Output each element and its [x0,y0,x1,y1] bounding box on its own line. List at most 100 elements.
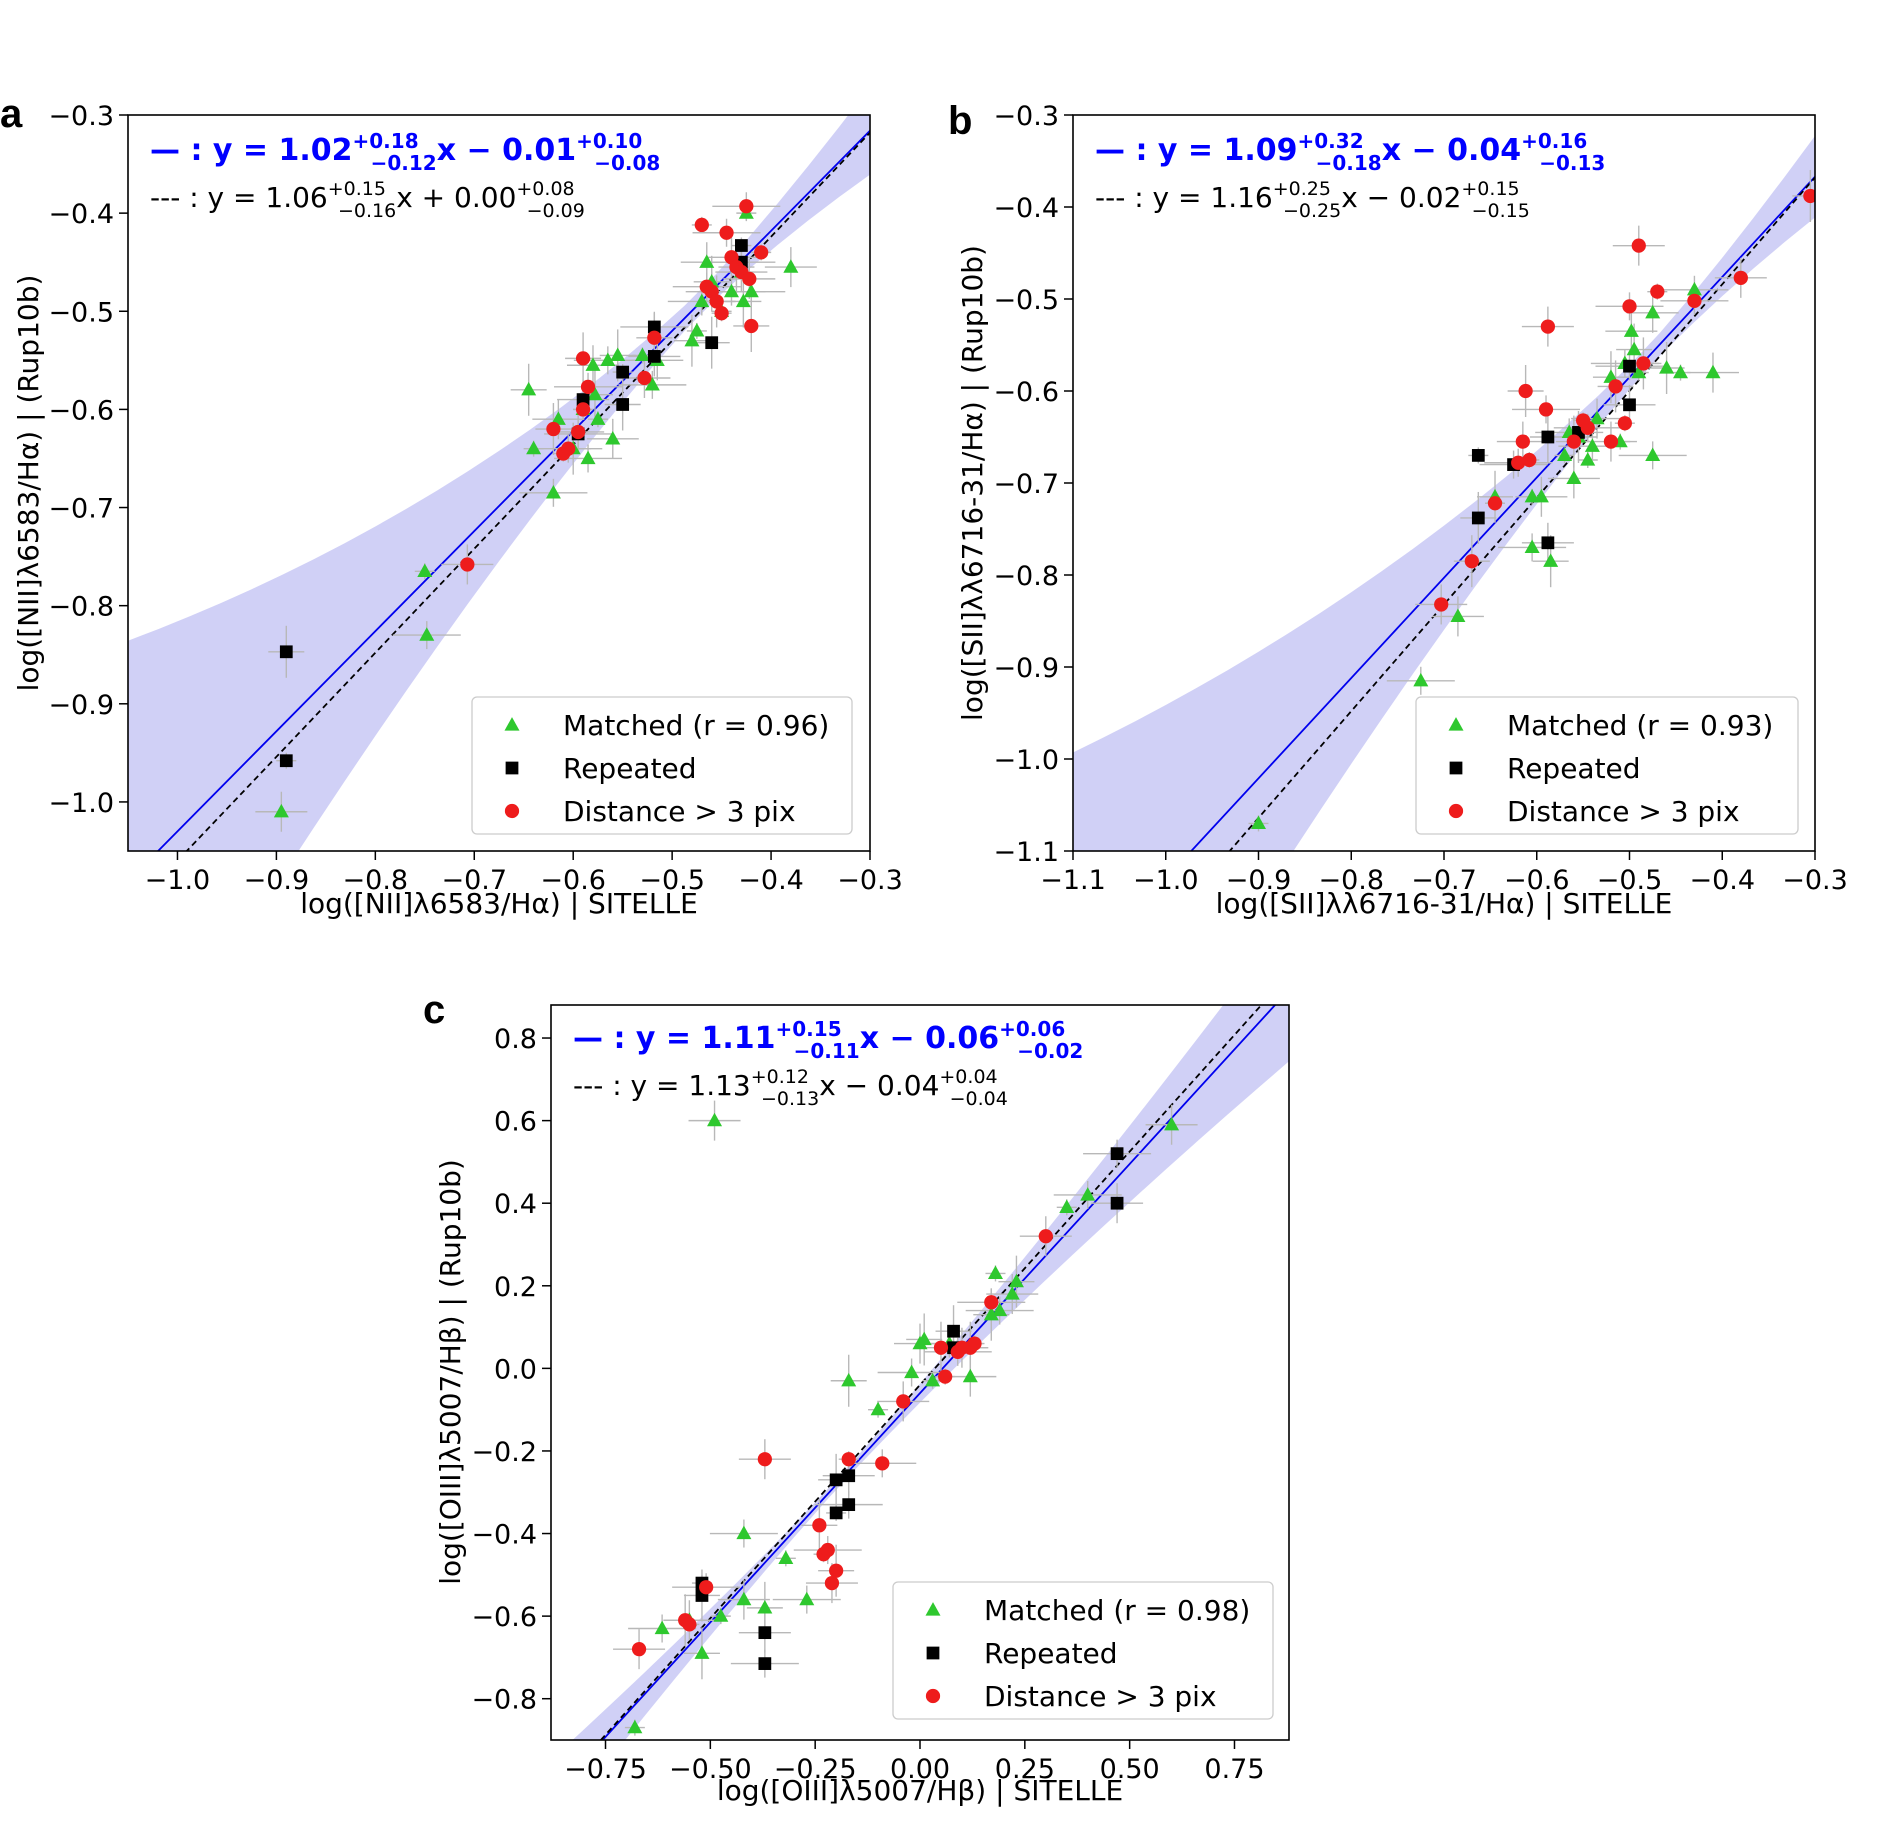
legend-repeated-label: Repeated [563,752,697,785]
distance-point [1603,434,1619,449]
legend-repeated-marker [505,761,519,775]
x-tick-label: −1.0 [145,865,211,896]
x-tick-label: 0.00 [890,1754,950,1785]
distance-point [1515,434,1530,449]
repeated-point [1623,398,1636,412]
repeated-point [279,645,293,659]
legend-matched-marker [504,717,520,731]
distance-point [719,225,734,240]
x-tick-label: −0.5 [639,865,705,896]
matched-point [694,293,710,308]
matched-point [634,347,650,362]
legend-repeated-label: Repeated [984,1637,1118,1670]
legend-distance-label: Distance > 3 pix [563,795,796,828]
distance-point [571,424,586,440]
matched-point [925,1372,941,1387]
panel-letter-a: a [0,92,23,136]
distance-point [637,370,652,386]
x-tick-label: −0.9 [1226,865,1292,896]
matched-point [694,1645,710,1659]
matched-point [916,1331,932,1346]
x-tick-label: 0.25 [995,1754,1055,1785]
y-axis-label: log([SII]λλ6716-31/Hα) | (Rup10b) [956,245,989,721]
matched-point [1543,553,1559,567]
x-tick-label: −0.5 [1597,865,1663,896]
dashed-fit-equation: --- : y = 1.13+0.12 −0.13x − 0.04+0.04 −0.… [573,1066,1008,1110]
x-tick-label: −0.9 [244,865,310,896]
x-tick-label: −0.4 [738,865,804,896]
x-axis-label: log([OIII]λ5007/Hβ) | SITELLE [717,1774,1123,1807]
distance-point [744,318,759,334]
distance-point [824,1575,840,1591]
matched-point [1059,1199,1075,1213]
matched-point [545,484,561,499]
matched-point [605,430,621,445]
distance-point [1580,420,1595,435]
matched-point [1584,438,1600,452]
repeated-point [1541,430,1555,444]
y-tick-label: −0.3 [48,101,114,132]
matched-point [1524,539,1540,554]
distance-point [1518,383,1533,399]
repeated-point [947,1324,960,1338]
y-tick-label: −0.8 [48,592,114,623]
distance-point [1487,496,1503,511]
matched-point [1008,1273,1024,1288]
matched-point [644,376,660,391]
legend-box [1415,696,1799,835]
matched-point [699,254,715,268]
distance-point [561,441,576,456]
distance-point [754,245,769,260]
distance-point [829,1563,844,1578]
matched-point [707,1112,723,1127]
distance-point [1434,597,1449,612]
distance-point [1538,402,1554,417]
x-tick-label: −0.25 [774,1754,857,1785]
matched-point [1686,281,1702,296]
repeated-point [829,1506,843,1520]
legend-repeated-label: Repeated [1507,752,1641,785]
matched-point [1631,364,1647,379]
distance-point [1511,455,1526,470]
matched-point [1645,447,1661,462]
matched-point [757,1599,773,1614]
matched-point [590,411,606,425]
y-tick-label: −0.6 [48,395,114,426]
distance-point [1566,434,1581,449]
x-tick-label: −0.6 [540,865,606,896]
legend-distance-label: Distance > 3 pix [984,1680,1217,1713]
x-tick-label: −0.3 [837,865,903,896]
data-points [627,1112,1180,1734]
matched-point [904,1364,920,1379]
distance-point [742,271,757,287]
y-tick-label: −0.3 [993,101,1059,132]
distance-point [1636,356,1651,371]
distance-point [714,306,729,321]
y-tick-label: −0.7 [993,469,1059,500]
y-tick-label: 0.2 [494,1272,537,1303]
matched-point [585,357,601,371]
matched-point [1450,608,1466,623]
repeated-point [842,1469,856,1483]
x-tick-label: −0.8 [1318,865,1384,896]
y-tick-label: 0.8 [494,1024,537,1055]
distance-point [647,330,662,345]
distance-point [875,1456,890,1471]
matched-point [627,1719,643,1734]
matched-point [736,1591,752,1606]
distance-point [1617,416,1632,431]
repeated-point [842,1498,856,1512]
matched-point [654,1620,670,1635]
x-tick-label: −0.3 [1782,865,1848,896]
dashed-fit-line [599,1005,1263,1740]
legend-distance-marker [504,803,520,819]
y-tick-label: −0.5 [993,285,1059,316]
matched-point [1705,364,1721,379]
y-tick-label: −1.0 [993,745,1059,776]
legend-distance-label: Distance > 3 pix [1507,795,1740,828]
matched-point [1004,1286,1020,1300]
matched-point [1659,360,1675,374]
matched-point [1164,1116,1180,1131]
repeated-point [647,320,661,334]
dashed-fit-line [185,131,870,851]
